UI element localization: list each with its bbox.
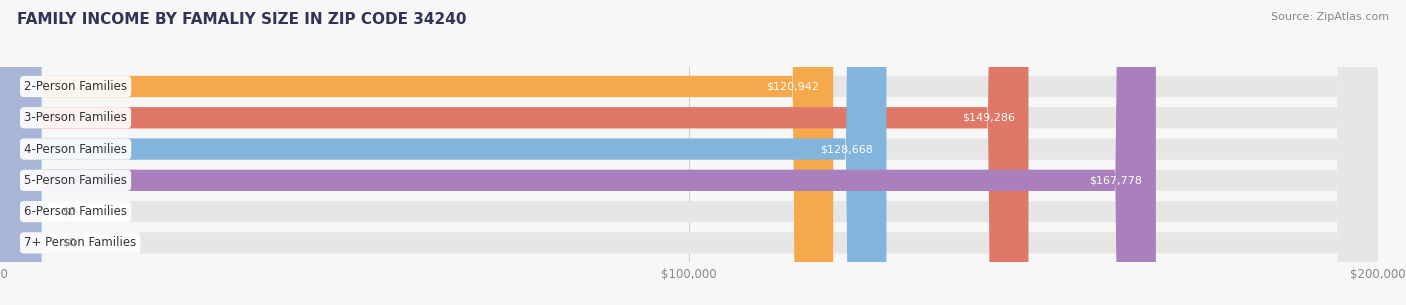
Text: 6-Person Families: 6-Person Families: [24, 205, 127, 218]
Text: $120,942: $120,942: [766, 81, 820, 92]
Text: 2-Person Families: 2-Person Families: [24, 80, 127, 93]
Text: 3-Person Families: 3-Person Families: [24, 111, 127, 124]
Text: 7+ Person Families: 7+ Person Families: [24, 236, 136, 249]
FancyBboxPatch shape: [0, 0, 834, 305]
Text: $149,286: $149,286: [962, 113, 1015, 123]
FancyBboxPatch shape: [0, 0, 886, 305]
Text: $0: $0: [62, 238, 76, 248]
Text: $167,778: $167,778: [1090, 175, 1142, 185]
FancyBboxPatch shape: [0, 0, 1029, 305]
Text: $0: $0: [62, 206, 76, 217]
Text: 4-Person Families: 4-Person Families: [24, 142, 127, 156]
Text: $128,668: $128,668: [820, 144, 873, 154]
FancyBboxPatch shape: [0, 0, 41, 305]
FancyBboxPatch shape: [0, 0, 1156, 305]
Text: Source: ZipAtlas.com: Source: ZipAtlas.com: [1271, 12, 1389, 22]
Text: FAMILY INCOME BY FAMALIY SIZE IN ZIP CODE 34240: FAMILY INCOME BY FAMALIY SIZE IN ZIP COD…: [17, 12, 467, 27]
Text: 5-Person Families: 5-Person Families: [24, 174, 127, 187]
FancyBboxPatch shape: [0, 0, 41, 305]
